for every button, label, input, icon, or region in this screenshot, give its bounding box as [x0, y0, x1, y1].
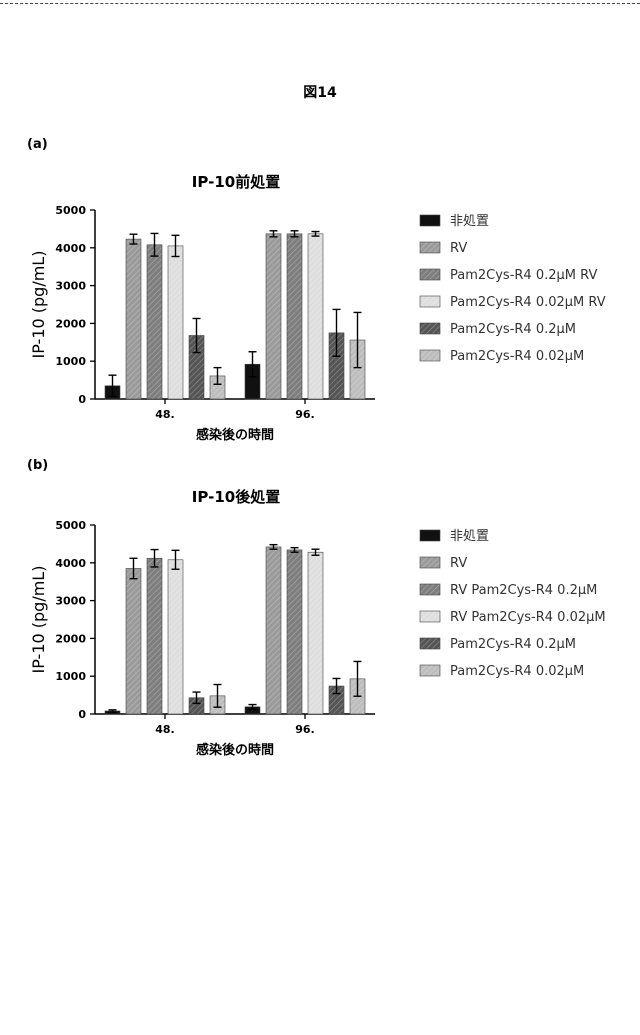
- legend-swatch: [420, 296, 440, 307]
- legend-swatch: [420, 269, 440, 280]
- legend-label: Pam2Cys-R4 0.2μM: [450, 637, 576, 652]
- y-tick-label: 3000: [55, 595, 86, 608]
- y-tick-label: 5000: [55, 204, 86, 217]
- legend-swatch: [420, 215, 440, 226]
- y-tick-label: 2000: [55, 632, 86, 645]
- bar: [308, 552, 323, 714]
- bar: [168, 560, 183, 714]
- legend-swatch: [420, 323, 440, 334]
- chart-a: IP-10前処置 IP-10 (pg/mL) 0 1000 2000 3000 4000 50…: [0, 160, 640, 460]
- legend-swatch: [420, 611, 440, 622]
- bar: [266, 234, 281, 399]
- legend-swatch: [420, 242, 440, 253]
- bar: [308, 234, 323, 399]
- bar: [168, 246, 183, 399]
- legend-label: RV Pam2Cys-R4 0.02μM: [450, 610, 606, 625]
- y-tick-label: 2000: [55, 317, 86, 330]
- bar: [126, 239, 141, 399]
- legend-label: RV: [450, 241, 467, 256]
- chart-b: IP-10後処置 IP-10 (pg/mL) 0 1000 2000 3000 4000 50…: [0, 475, 640, 775]
- x-tick-label: 96.: [295, 723, 315, 736]
- bar: [147, 558, 162, 714]
- x-axis-label: 感染後の時間: [196, 742, 274, 758]
- legend-label: Pam2Cys-R4 0.02μM RV: [450, 295, 606, 310]
- y-tick-label: 5000: [55, 519, 86, 532]
- bar: [126, 568, 141, 714]
- legend-label: Pam2Cys-R4 0.2μM RV: [450, 268, 597, 283]
- legend-label: RV: [450, 556, 467, 571]
- x-axis-label: 感染後の時間: [196, 427, 274, 443]
- legend-swatch: [420, 638, 440, 649]
- chart-title: IP-10後処置: [192, 488, 280, 506]
- chart-title: IP-10前処置: [192, 173, 280, 191]
- y-tick-label: 1000: [55, 670, 86, 683]
- legend-label: RV Pam2Cys-R4 0.2μM: [450, 583, 597, 598]
- legend-label: Pam2Cys-R4 0.02μM: [450, 349, 584, 364]
- figure-title: 図14: [0, 82, 640, 102]
- x-tick-label: 48.: [155, 723, 175, 736]
- legend-label: 非処置: [450, 529, 489, 544]
- legend-swatch: [420, 350, 440, 361]
- y-axis-label: IP-10 (pg/mL): [29, 566, 48, 674]
- top-border-line: [0, 3, 640, 4]
- y-tick-label: 4000: [55, 557, 86, 570]
- legend-swatch: [420, 557, 440, 568]
- y-tick-label: 0: [78, 708, 86, 721]
- panel-b-label: (b): [27, 458, 48, 473]
- y-tick-label: 3000: [55, 280, 86, 293]
- x-tick-label: 96.: [295, 408, 315, 421]
- y-tick-label: 4000: [55, 242, 86, 255]
- legend-label: Pam2Cys-R4 0.02μM: [450, 664, 584, 679]
- panel-a-label: (a): [27, 137, 48, 152]
- legend-label: Pam2Cys-R4 0.2μM: [450, 322, 576, 337]
- legend-label: 非処置: [450, 214, 489, 229]
- bar: [287, 550, 302, 714]
- y-axis-label: IP-10 (pg/mL): [29, 251, 48, 359]
- y-tick-label: 1000: [55, 355, 86, 368]
- legend-swatch: [420, 665, 440, 676]
- legend-swatch: [420, 530, 440, 541]
- x-tick-label: 48.: [155, 408, 175, 421]
- bar: [147, 245, 162, 399]
- legend-swatch: [420, 584, 440, 595]
- bar: [287, 234, 302, 399]
- bar: [266, 547, 281, 714]
- y-tick-label: 0: [78, 393, 86, 406]
